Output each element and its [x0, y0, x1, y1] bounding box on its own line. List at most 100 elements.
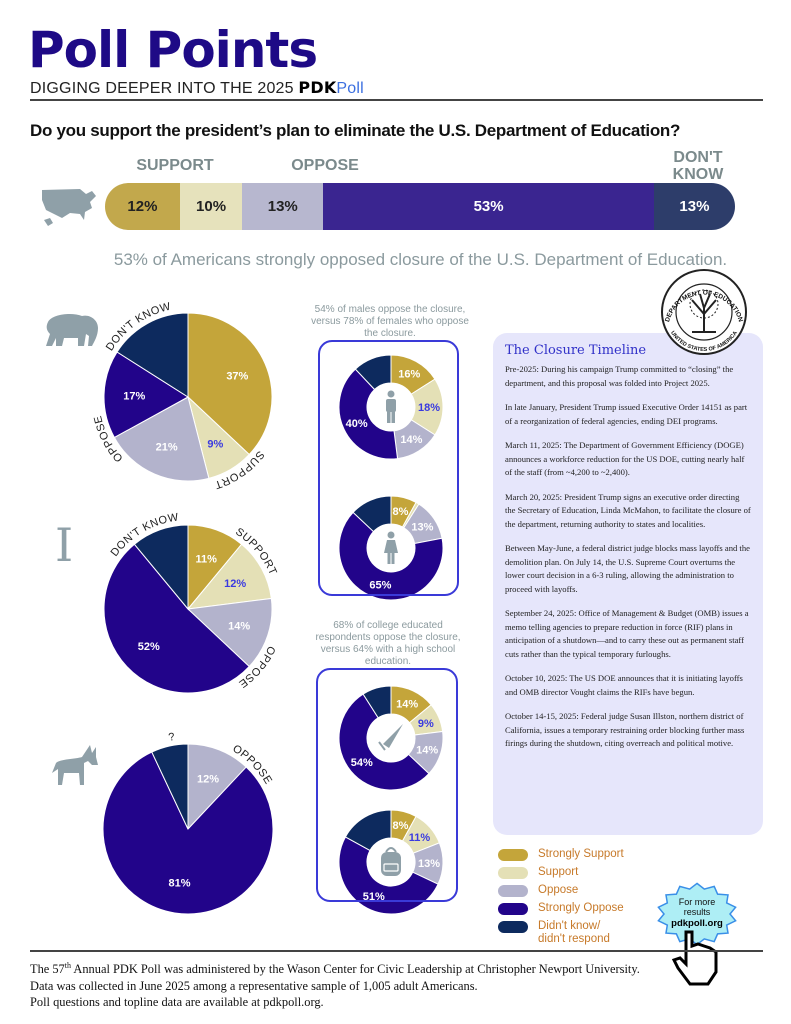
- overall-stacked-bar: 12% 10% 13% 53% 13%: [105, 183, 735, 230]
- timeline-title: The Closure Timeline: [505, 343, 647, 358]
- bar-group-dont-know: DON'T KNOW: [672, 149, 724, 183]
- males-slice-label: 16%: [398, 369, 420, 381]
- header-divider: [30, 99, 763, 101]
- legend-item: Strongly Oppose: [498, 902, 624, 915]
- independents-slice-label: 52%: [138, 641, 160, 653]
- backpack-icon: [381, 847, 401, 876]
- bar-group-oppose: OPPOSE: [291, 157, 359, 174]
- democrats-slice-label: 12%: [197, 773, 219, 785]
- hand-cursor-icon: [671, 930, 718, 986]
- timeline-item: September 24, 2025: Office of Management…: [505, 608, 749, 659]
- page-title: Poll Points: [28, 21, 318, 79]
- high-school-slice-label: 8%: [392, 820, 408, 832]
- legend-swatch: [498, 903, 528, 915]
- timeline-item: Pre-2025: During his campaign Trump comm…: [505, 364, 734, 388]
- question-heading: Do you support the president’s plan to e…: [30, 121, 681, 140]
- timeline-item: Between May-June, a federal district jud…: [505, 543, 750, 594]
- republicans-slice-3: [103, 351, 189, 439]
- footer-divider: [30, 950, 763, 952]
- us-map-icon: [42, 189, 96, 226]
- college-slice-label: 14%: [396, 699, 418, 711]
- independents-slice-4: [133, 524, 189, 611]
- page-subtitle: DIGGING DEEPER INTO THE 2025 PDKPoll: [30, 78, 364, 98]
- svg-text:?: ?: [168, 731, 177, 744]
- independents-slice-2: [186, 597, 273, 668]
- females-donut-chart: 8%13% 65%: [338, 495, 444, 601]
- legend-item: Oppose: [498, 884, 578, 897]
- poll-logo-text: Poll: [336, 80, 364, 97]
- badge-link[interactable]: pdkpoll.org: [671, 918, 723, 929]
- overall-caption: 53% of Americans strongly opposed closur…: [113, 250, 728, 269]
- legend-label: Strongly Oppose: [538, 902, 624, 914]
- democrats-pie-chart: 12%81%?OPPOSE: [102, 731, 274, 915]
- legend-item: Support: [498, 866, 578, 879]
- republicans-slice-2: [113, 396, 210, 482]
- footer-notes: The 57th Annual PDK Poll was administere…: [30, 958, 640, 1011]
- democrats-slice-3: [102, 751, 274, 915]
- females-slice-label: 8%: [392, 506, 408, 518]
- democrats-slice-4: [151, 743, 189, 830]
- college-slice-label: 9%: [418, 718, 434, 730]
- males-slice-label: 18%: [418, 402, 440, 414]
- more-results-badge[interactable]: For more results pdkpoll.org: [650, 880, 745, 995]
- high-school-slice-label: 51%: [363, 891, 385, 903]
- timeline-item: March 11, 2025: The Department of Govern…: [505, 440, 745, 477]
- legend-swatch: [498, 921, 528, 933]
- bar-group-support: SUPPORT: [136, 157, 214, 174]
- elephant-icon: [46, 314, 98, 346]
- republicans-slice-label: 9%: [207, 438, 223, 450]
- independents-slice-label: 12%: [224, 578, 246, 590]
- females-slice-label: 13%: [411, 522, 433, 534]
- females-slice-label: 65%: [369, 579, 391, 591]
- republicans-slice-label: 17%: [123, 390, 145, 402]
- bar-segment-support: 10%: [179, 183, 243, 230]
- footer-line-1: The 57th Annual PDK Poll was administere…: [30, 958, 640, 978]
- footer-line-1b: Annual PDK Poll was administered by the …: [71, 962, 640, 977]
- badge-line1: For more: [679, 897, 716, 907]
- males-slice-label: 40%: [346, 418, 368, 430]
- bar-segment-didn-t-know-didn-t-respond: 13%: [653, 183, 735, 230]
- footer-sup: th: [64, 961, 71, 970]
- bar-segment-strongly-oppose: 53%: [323, 183, 654, 230]
- college-slice-label: 54%: [351, 757, 373, 769]
- female-icon: [384, 531, 398, 564]
- graduation-cap-icon: [378, 724, 403, 751]
- timeline-item: October 10, 2025: The US DOE announces t…: [505, 673, 743, 697]
- footer-line-1a: The 57: [30, 962, 65, 977]
- subtitle-text: DIGGING DEEPER INTO THE 2025: [30, 80, 294, 97]
- department-of-education-seal: DEPARTMENT OF EDUCATION UNITED STATES OF…: [661, 269, 747, 355]
- males-slice-label: 14%: [400, 434, 422, 446]
- high-school-slice-label: 11%: [409, 832, 431, 844]
- independents-slice-1: [186, 543, 272, 610]
- timeline-item: In late January, President Trump issued …: [505, 402, 748, 426]
- legend-item: Didn't know/ didn't respond: [498, 920, 628, 946]
- independents-slice-3: [103, 543, 250, 694]
- independents-slice-label: 14%: [228, 621, 250, 633]
- gender-donut-box: [318, 340, 459, 596]
- legend-label: Oppose: [538, 884, 579, 896]
- donkey-icon: [52, 745, 98, 785]
- republicans-slice-label: 37%: [226, 371, 248, 383]
- legend-swatch: [498, 867, 528, 879]
- badge-line2: results: [684, 907, 711, 917]
- independent-i-icon: I: [55, 518, 74, 572]
- closure-timeline-panel: The Closure Timeline Pre-2025: During hi…: [493, 333, 763, 835]
- gender-caption: 54% of males oppose the closure, versus …: [311, 304, 469, 339]
- legend-swatch: [498, 849, 528, 861]
- bar-segment-strongly-support: 12%: [105, 183, 180, 230]
- legend-swatch: [498, 885, 528, 897]
- footer-line-2: Data was collected in June 2025 among a …: [30, 978, 478, 993]
- republicans-slice-4: [116, 312, 189, 398]
- legend-label: Didn't know/ didn't respond: [538, 920, 610, 945]
- male-icon: [386, 390, 396, 423]
- timeline-item: October 14-15, 2025: Federal judge Susan…: [505, 711, 745, 748]
- legend-label: Strongly Support: [538, 848, 624, 860]
- democrats-slice-label: 81%: [168, 878, 190, 890]
- timeline-item: March 20, 2025: President Trump signs an…: [505, 491, 751, 529]
- pdk-logo-text: PDK: [298, 78, 337, 97]
- college-donut-chart: 14%9%14%54%: [338, 685, 444, 791]
- independents-slice-label: 11%: [195, 553, 217, 565]
- high-school-donut-chart: 8%11% 13% 51%: [338, 809, 444, 915]
